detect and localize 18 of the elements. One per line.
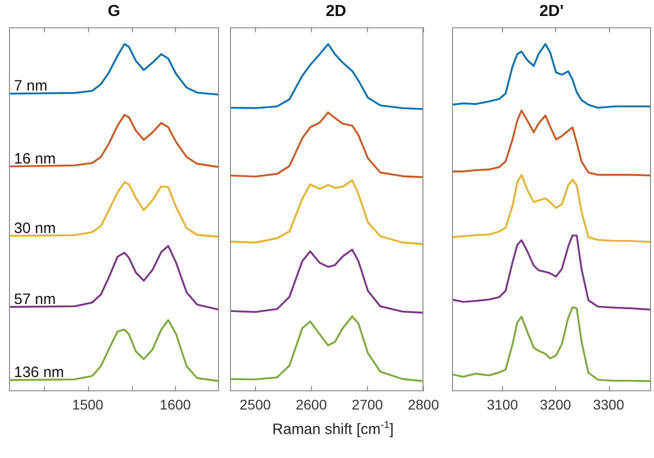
x-tick-label: 3300 (592, 396, 624, 412)
x-tick-label: 2600 (296, 396, 328, 412)
x-tick-label: 1500 (72, 396, 104, 412)
x-tick-label: 2700 (352, 396, 384, 412)
chart-title: 2D (326, 3, 346, 20)
x-axis-title: Raman shift [cm$^{-1}$] (271, 420, 395, 438)
series-label: 136 nm (14, 364, 64, 382)
x-tick-label: 2800 (408, 396, 440, 412)
series-label: 57 nm (14, 290, 56, 308)
series-label: 7 nm (14, 78, 48, 95)
x-tick-label: 2500 (240, 396, 272, 412)
chart-title: 2D' (539, 3, 564, 20)
series-label: 16 nm (14, 150, 56, 168)
x-tick-label: 3100 (486, 396, 518, 412)
chart-title: G (108, 3, 120, 20)
series-label: 30 nm (14, 220, 56, 237)
x-tick-label: 1600 (160, 396, 192, 412)
x-tick-label: 3200 (540, 396, 572, 412)
